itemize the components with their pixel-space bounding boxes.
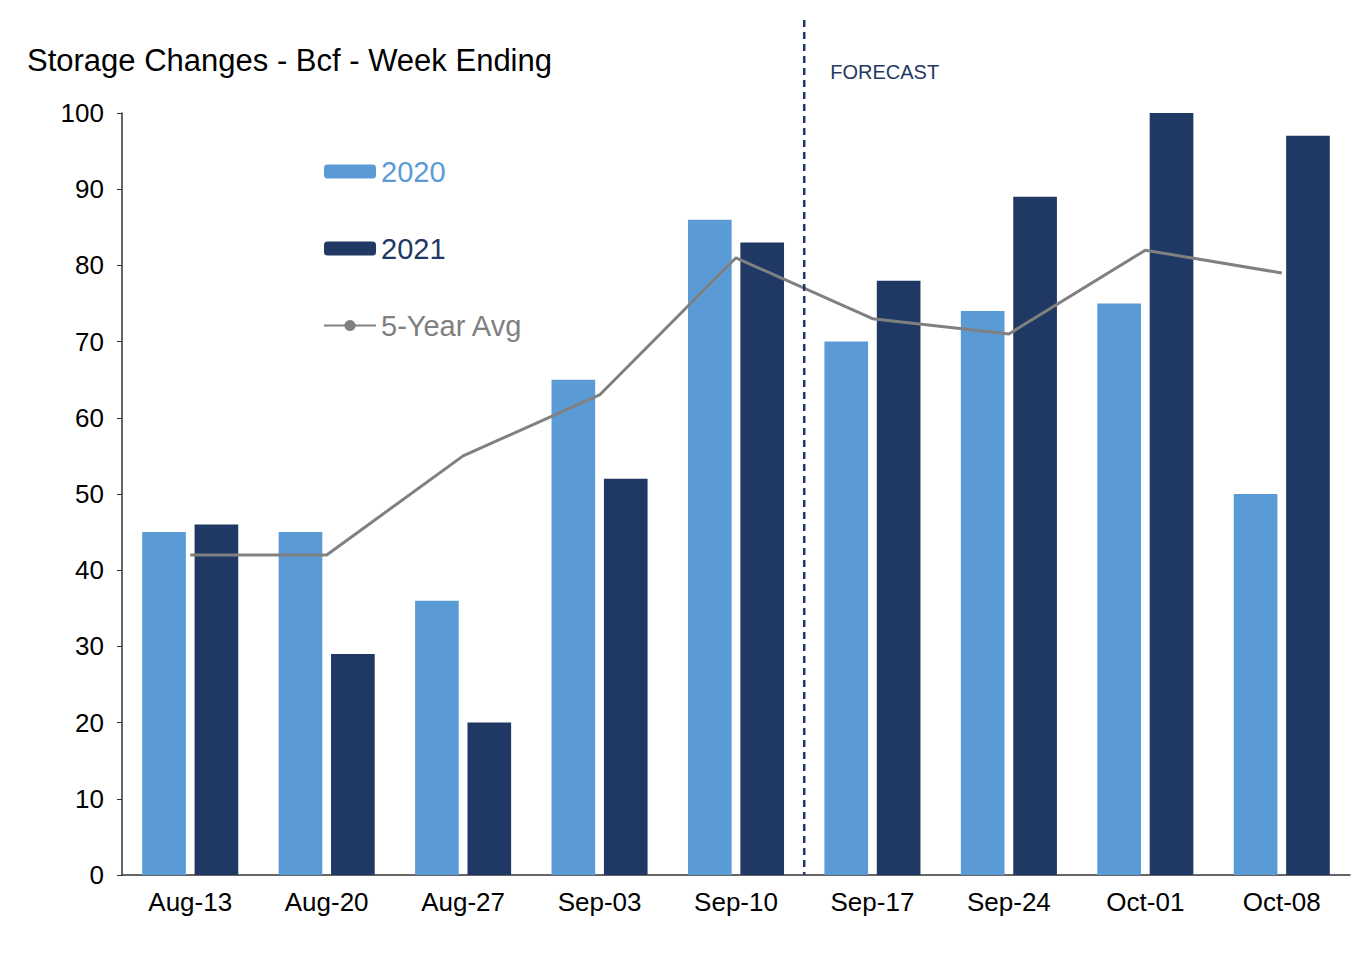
svg-text:Oct-01: Oct-01 (1106, 887, 1184, 917)
svg-text:40: 40 (75, 555, 104, 585)
svg-text:10: 10 (75, 784, 104, 814)
svg-text:Aug-27: Aug-27 (421, 887, 505, 917)
svg-text:80: 80 (75, 250, 104, 280)
svg-text:Sep-10: Sep-10 (694, 887, 778, 917)
svg-text:Sep-17: Sep-17 (831, 887, 915, 917)
svg-text:Storage Changes - Bcf - Week E: Storage Changes - Bcf - Week Ending (27, 43, 552, 78)
svg-text:Sep-03: Sep-03 (558, 887, 642, 917)
svg-text:50: 50 (75, 479, 104, 509)
svg-text:90: 90 (75, 174, 104, 204)
svg-text:Aug-20: Aug-20 (285, 887, 369, 917)
svg-text:60: 60 (75, 403, 104, 433)
svg-text:FORECAST: FORECAST (830, 61, 939, 83)
svg-text:100: 100 (61, 98, 104, 128)
svg-text:20: 20 (75, 708, 104, 738)
svg-text:30: 30 (75, 631, 104, 661)
svg-text:Sep-24: Sep-24 (967, 887, 1051, 917)
svg-text:Oct-08: Oct-08 (1243, 887, 1321, 917)
svg-text:70: 70 (75, 327, 104, 357)
svg-text:2020: 2020 (381, 156, 446, 188)
svg-text:5-Year Avg: 5-Year Avg (381, 310, 521, 342)
svg-text:2021: 2021 (381, 233, 446, 265)
svg-text:0: 0 (90, 860, 104, 890)
svg-text:Aug-13: Aug-13 (148, 887, 232, 917)
